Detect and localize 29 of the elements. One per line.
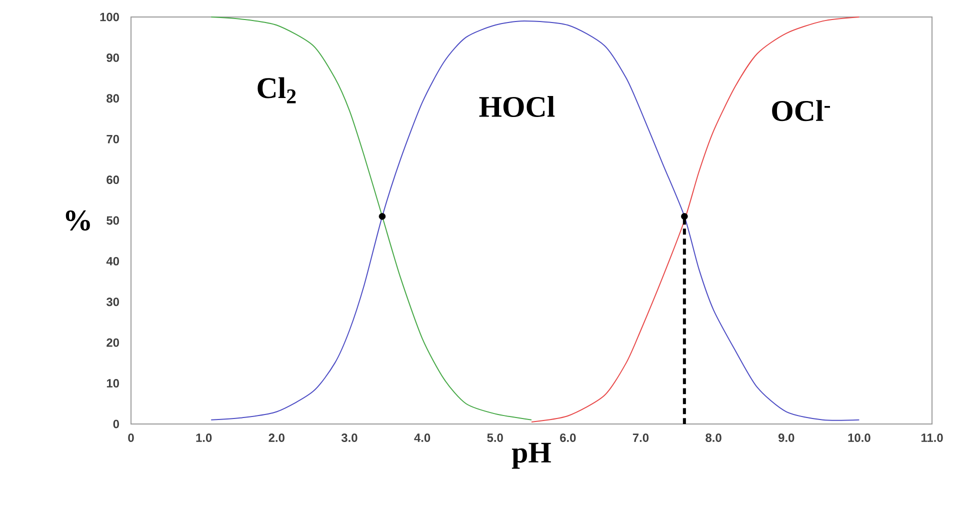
x-tick-label: 5.0 <box>487 434 503 442</box>
x-tick-label: 11.0 <box>921 434 943 442</box>
y-axis-title: % <box>66 210 90 231</box>
y-tick-label: 100 <box>100 12 119 22</box>
x-axis-title: pH <box>512 442 551 469</box>
y-tick-label: 0 <box>113 420 119 428</box>
x-tick-label: 10.0 <box>848 434 870 442</box>
y-tick-label: 50 <box>106 216 119 225</box>
y-tick-label: 30 <box>106 298 119 306</box>
x-tick-label: 3.0 <box>341 434 358 442</box>
y-tick-label: 70 <box>106 134 119 144</box>
x-tick-label: 9.0 <box>778 434 794 442</box>
x-tick-label: 8.0 <box>706 434 722 442</box>
series-label: OCl$^{-}$ <box>772 100 830 122</box>
y-tick-label: 90 <box>106 53 119 62</box>
x-tick-label: 6.0 <box>560 434 576 442</box>
y-tick-label: 80 <box>106 94 119 103</box>
x-tick-label: 2.0 <box>268 434 284 442</box>
series-label: Cl$_{2}$ <box>258 77 296 104</box>
y-tick-label: 60 <box>106 176 119 184</box>
series-label: HOCl <box>479 96 555 118</box>
x-tick-label: 7.0 <box>632 434 649 442</box>
y-tick-label: 10 <box>106 379 119 388</box>
x-tick-label: 0 <box>128 434 134 442</box>
y-tick-label: 20 <box>106 338 119 347</box>
x-tick-label: 4.0 <box>414 434 430 442</box>
x-tick-label: 1.0 <box>196 434 212 442</box>
line-series <box>210 20 860 421</box>
y-tick-label: 40 <box>106 256 119 266</box>
